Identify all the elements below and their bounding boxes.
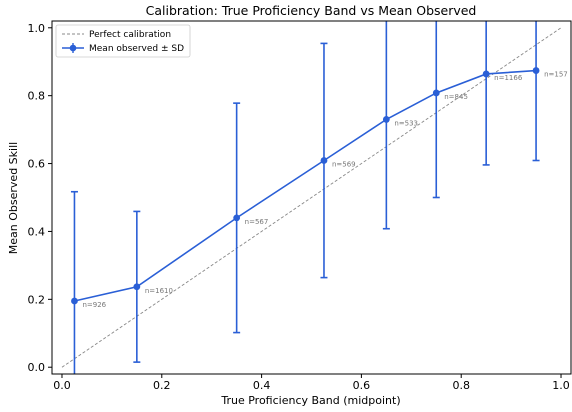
point-count-label: n=157 [544,71,568,79]
x-tick-label: 1.0 [552,379,570,392]
perfect-calibration-layer [61,27,562,368]
data-point [532,67,540,74]
chart-title: Calibration: True Proficiency Band vs Me… [146,3,477,18]
data-point [320,157,328,164]
legend-entry-perfect-calibration: Perfect calibration [89,30,171,40]
legend: Perfect calibration Mean observed ± SD [55,24,191,58]
y-tick-label: 0.8 [28,90,46,103]
legend-entry-mean-observed: Mean observed ± SD [89,44,184,54]
data-point [233,214,241,222]
mean-observed-line [74,69,537,302]
x-tick-label: 0.0 [53,379,71,392]
data-point [432,89,440,97]
legend-box [55,24,191,58]
x-tick-label: 0.6 [353,379,371,392]
point-count-label: n=1166 [494,74,523,82]
perfect-calibration-line [61,27,562,368]
point-count-label: n=533 [394,119,418,127]
x-axis-ticks: 0.0 0.2 0.4 0.6 0.8 1.0 [53,374,570,392]
y-axis-ticks: 0.0 0.2 0.4 0.6 0.8 1.0 [28,22,52,374]
point-count-label: n=926 [82,301,106,309]
data-point [482,70,490,78]
x-axis-label: True Proficiency Band (midpoint) [220,394,400,407]
legend-marker-icon [69,44,77,52]
y-tick-label: 0.0 [28,361,46,374]
y-tick-label: 0.2 [28,293,46,306]
data-point [133,283,141,291]
y-axis-label: Mean Observed Skill [7,142,20,254]
data-layer [70,21,540,374]
data-point [382,116,390,123]
point-count-label: n=1610 [145,287,173,295]
plot-area: n=926 n=1610 n=567 n=569 n=533 n=845 n=1166 n=1… [28,20,572,392]
point-count-label: n=567 [245,218,269,226]
x-tick-label: 0.4 [253,379,271,392]
point-labels: n=926 n=1610 n=567 n=569 n=533 n=845 n=1166 n=1… [82,71,567,309]
y-tick-label: 1.0 [28,22,46,35]
point-count-label: n=845 [444,93,468,101]
x-tick-label: 0.2 [153,379,171,392]
point-count-label: n=569 [332,161,356,169]
y-tick-label: 0.4 [28,225,46,238]
x-tick-label: 0.8 [452,379,470,392]
data-point [71,297,78,305]
y-tick-label: 0.6 [28,158,46,171]
plot-frame [51,20,572,375]
